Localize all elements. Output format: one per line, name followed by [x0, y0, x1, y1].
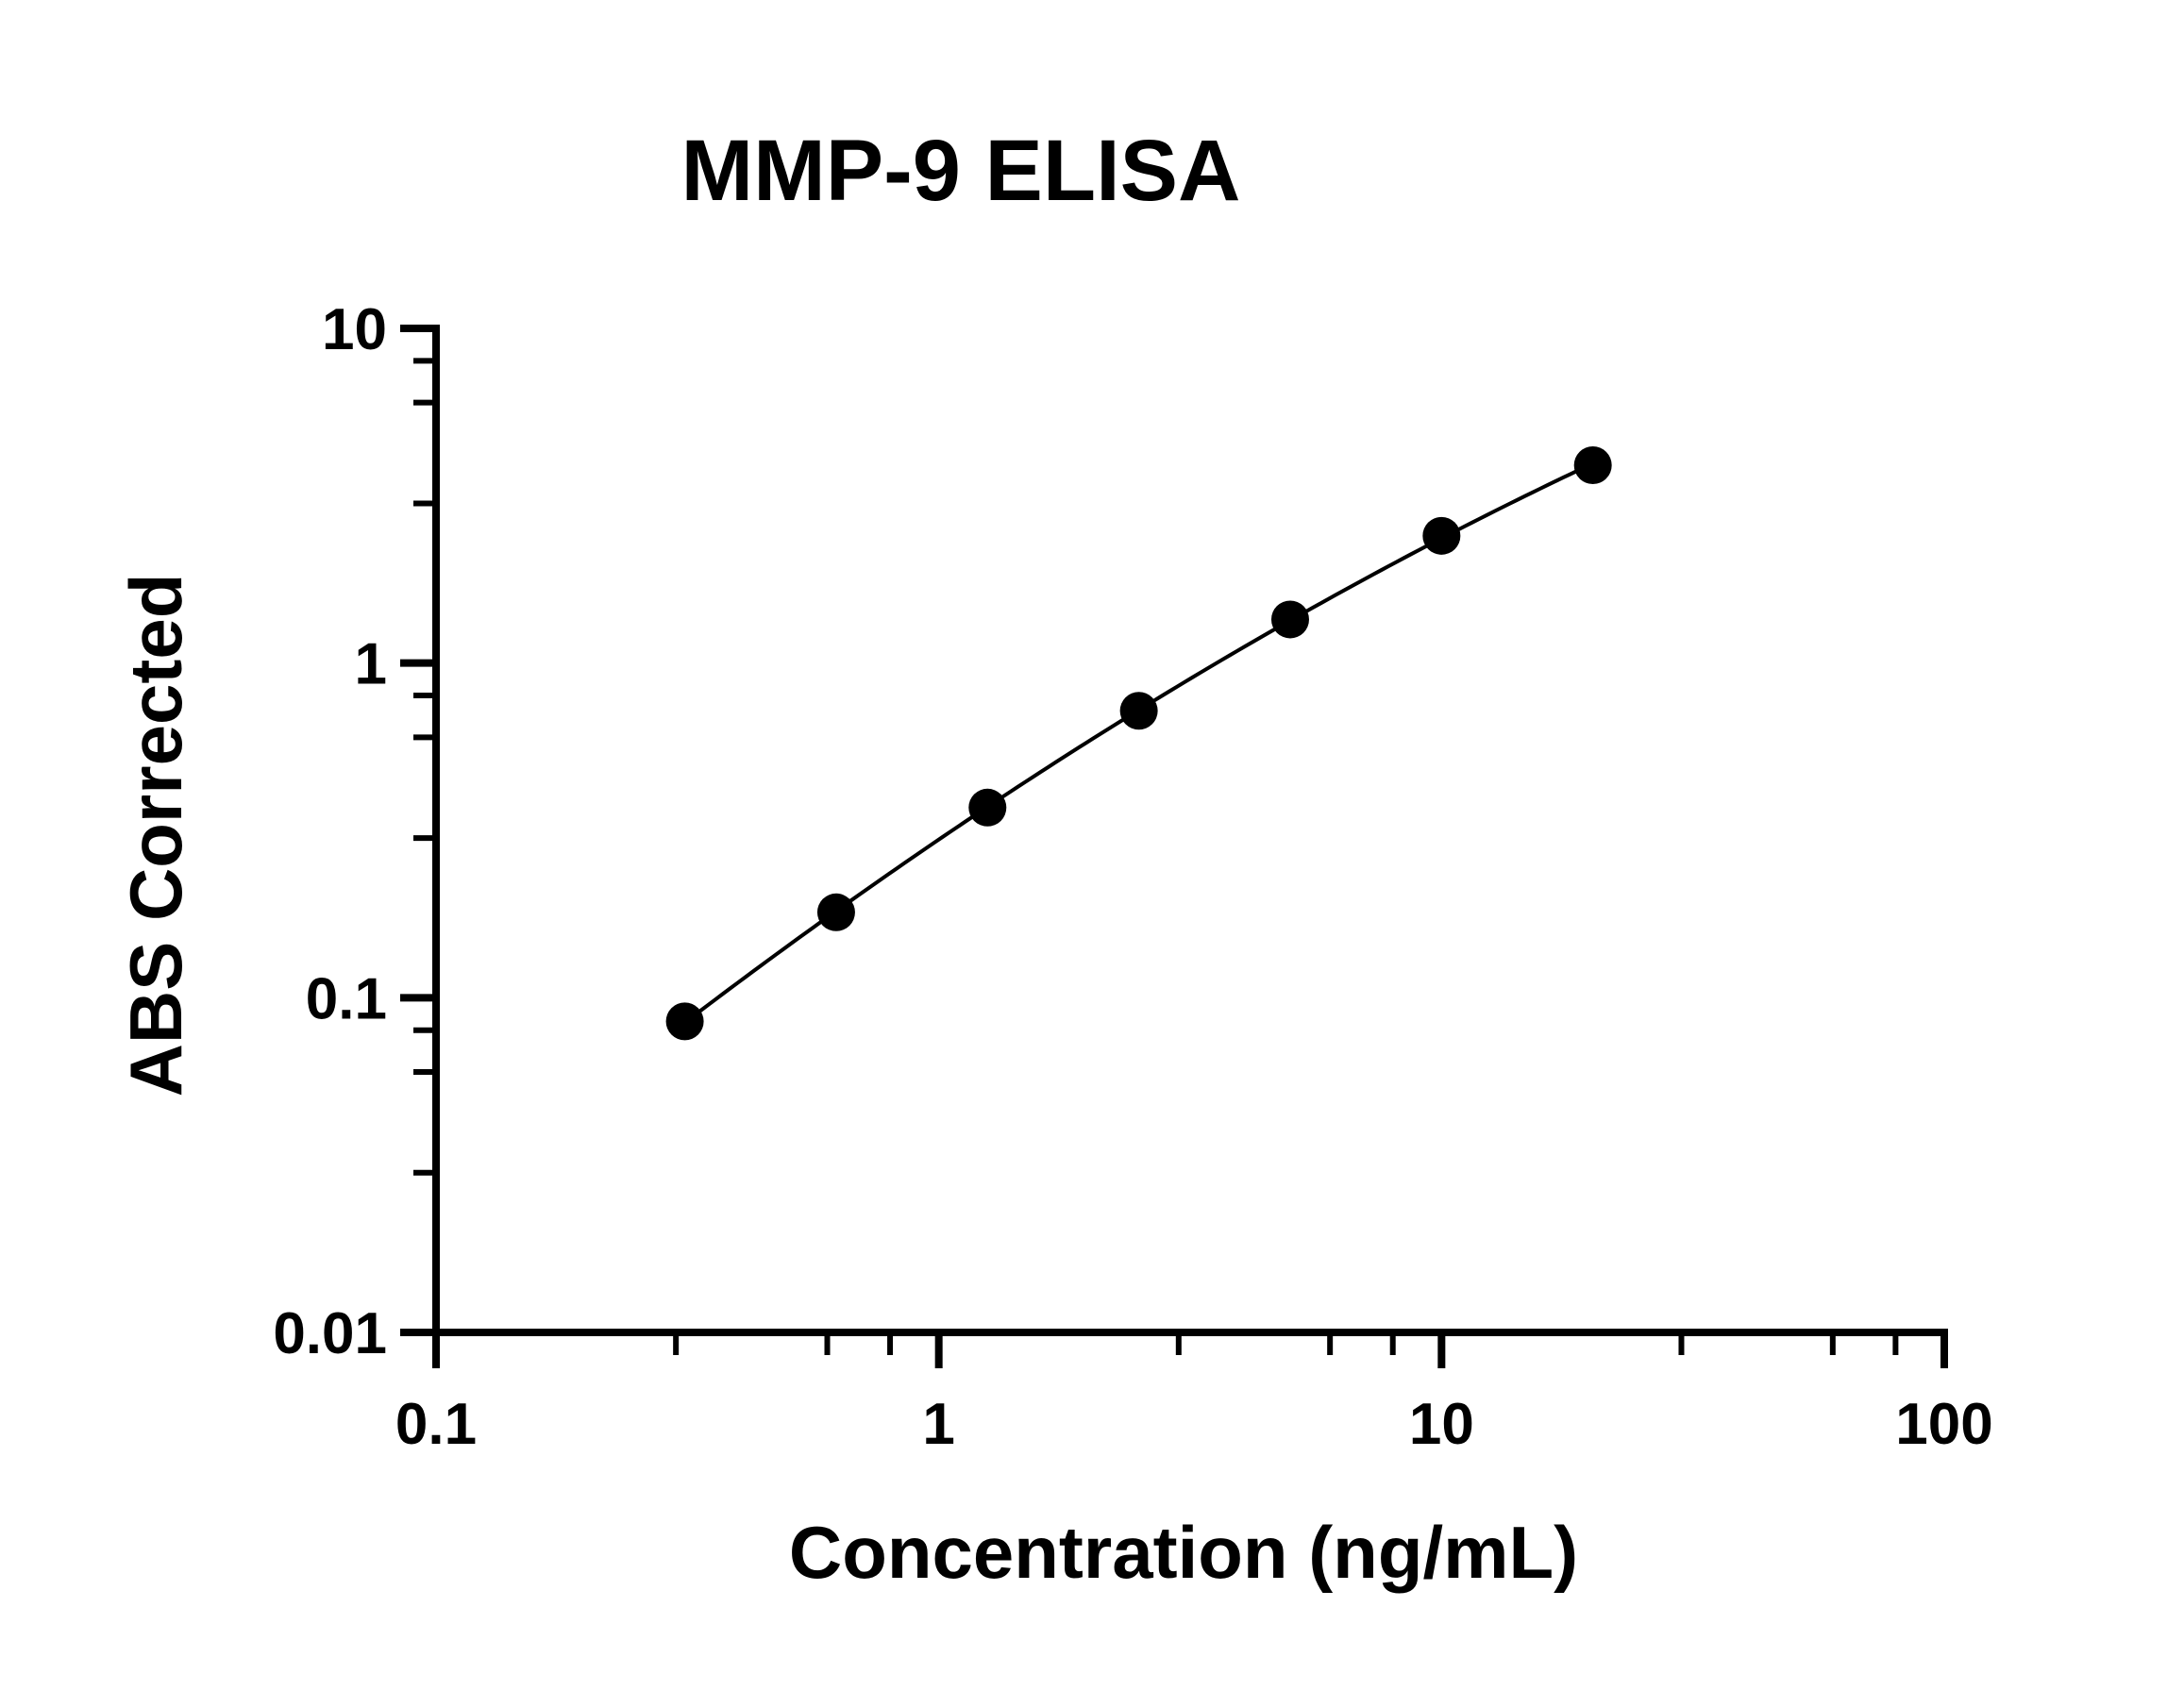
y-tick-label: 0.1: [306, 966, 387, 1031]
chart-title: MMP-9 ELISA: [681, 123, 1241, 219]
axes: [432, 325, 1948, 1336]
data-point: [1573, 446, 1612, 485]
x-tick-label: 1: [922, 1392, 954, 1457]
data-point: [1119, 692, 1158, 730]
data-point: [1270, 600, 1309, 639]
data-point: [1422, 516, 1461, 555]
y-tick-label: 1: [355, 632, 387, 697]
x-tick-label: 100: [1895, 1392, 1992, 1457]
y-axis-label: ABS Corrected: [114, 574, 197, 1097]
x-tick-label: 10: [1409, 1392, 1474, 1457]
x-axis-label: Concentration (ng/mL): [789, 1511, 1578, 1594]
ticks: [400, 325, 1948, 1368]
fit-curve-layer: [683, 461, 1594, 1025]
data-point: [665, 1002, 704, 1041]
data-point: [816, 893, 855, 931]
fit-curve: [683, 461, 1594, 1025]
data-points: [665, 446, 1612, 1041]
x-tick-label: 0.1: [395, 1392, 477, 1457]
data-point: [968, 788, 1007, 827]
y-tick-label: 10: [322, 297, 387, 362]
y-tick-label: 0.01: [273, 1301, 387, 1366]
